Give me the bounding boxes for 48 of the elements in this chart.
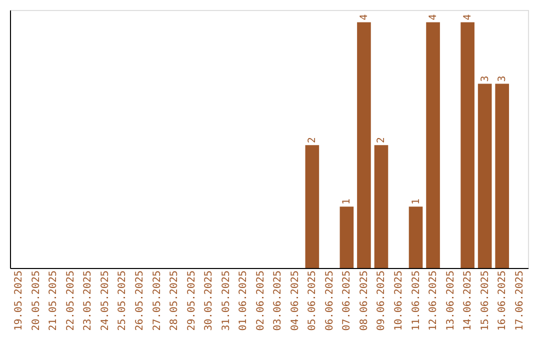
bar — [408, 206, 423, 268]
x-tick-label: 13.06.2025 — [445, 270, 456, 331]
x-tick-label: 02.06.2025 — [255, 270, 266, 331]
bar — [357, 22, 371, 268]
x-tick-label: 06.06.2025 — [324, 270, 336, 331]
data-label: 1 — [410, 198, 422, 205]
x-tick-label: 25.05.2025 — [117, 270, 128, 331]
data-label: 2 — [307, 137, 318, 144]
x-tick-label: 07.06.2025 — [342, 270, 353, 331]
bar — [478, 84, 492, 268]
data-label: 4 — [358, 14, 370, 20]
x-tick-label: 16.06.2025 — [497, 270, 508, 331]
x-tick-label: 24.05.2025 — [100, 270, 111, 331]
data-label: 3 — [497, 76, 508, 82]
x-tick-label: 19.05.2025 — [14, 270, 25, 331]
x-tick-label: 05.06.2025 — [307, 270, 318, 331]
x-tick-label: 12.06.2025 — [428, 270, 440, 331]
x-tick-label: 04.06.2025 — [290, 270, 301, 331]
data-label: 4 — [428, 14, 440, 20]
bar — [460, 22, 474, 268]
x-tick-label: 23.05.2025 — [82, 270, 94, 331]
x-tick-label: 31.05.2025 — [220, 270, 232, 331]
bar — [495, 84, 510, 268]
bar — [305, 145, 320, 268]
x-tick-label: 08.06.2025 — [358, 270, 370, 331]
x-tick-label: 26.05.2025 — [134, 270, 146, 331]
bar — [340, 206, 354, 268]
x-tick-label: 21.05.2025 — [48, 270, 60, 331]
x-tick-label: 20.05.2025 — [30, 270, 42, 331]
x-tick-label: 22.05.2025 — [65, 270, 76, 331]
x-tick-label: 15.06.2025 — [480, 270, 491, 331]
bar — [374, 145, 388, 268]
x-tick-label: 03.06.2025 — [272, 270, 284, 331]
x-tick-label: 28.05.2025 — [169, 270, 180, 331]
x-tick-label: 09.06.2025 — [376, 270, 388, 331]
x-tick-label: 10.06.2025 — [394, 270, 404, 331]
bar — [426, 22, 440, 268]
x-tick-label: 11.06.2025 — [410, 270, 422, 331]
x-tick-label: 30.05.2025 — [204, 270, 215, 331]
x-tick-label: 27.05.2025 — [152, 270, 163, 331]
x-tick-label: 01.06.2025 — [238, 270, 250, 331]
data-label: 3 — [480, 76, 491, 82]
data-label: 1 — [342, 198, 353, 205]
x-tick-label: 29.05.2025 — [186, 270, 198, 331]
data-label: 4 — [462, 14, 474, 20]
data-label: 2 — [376, 137, 388, 144]
x-tick-label: 17.06.2025 — [514, 270, 526, 331]
x-tick-label: 14.06.2025 — [462, 270, 474, 331]
